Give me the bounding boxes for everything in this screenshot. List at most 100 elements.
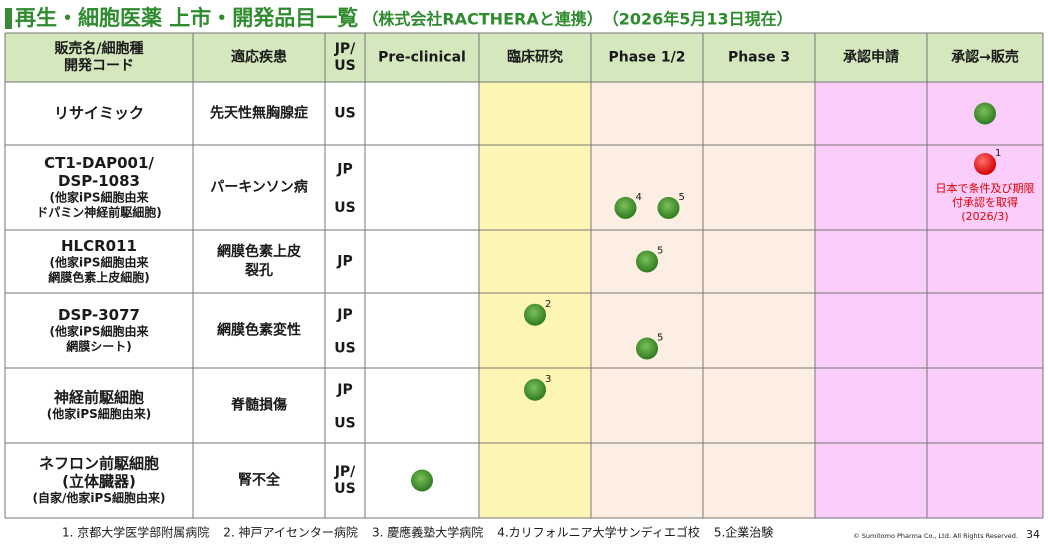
region: US: [334, 200, 355, 216]
product-name: HLCR011: [61, 237, 137, 255]
title: 再生・細胞医薬 上市・開発品目一覧: [15, 6, 358, 30]
header-cell: [815, 33, 927, 82]
product-name: (立体臓器): [62, 473, 136, 491]
footnote: 2. 神戸アイセンター病院: [223, 525, 358, 540]
indication: 裂孔: [244, 262, 273, 279]
footnote: 3. 慶應義塾大学病院: [372, 525, 483, 540]
cell: [325, 443, 365, 518]
cell: [703, 368, 815, 443]
product-name: (他家iPS細胞由来: [49, 324, 149, 339]
region: JP: [336, 162, 352, 178]
cell: [193, 293, 325, 368]
region: JP/: [334, 464, 356, 480]
header-cell: [591, 33, 703, 82]
header-text: US: [334, 58, 355, 74]
header-text: Phase 3: [728, 50, 790, 66]
cell: [703, 293, 815, 368]
cell: [479, 443, 591, 518]
cell: [703, 443, 815, 518]
header-text: 臨床研究: [507, 49, 563, 66]
page-number: 34: [1026, 528, 1040, 541]
status-dot: [974, 102, 996, 125]
cell: [479, 82, 591, 145]
title-bar: [5, 8, 12, 29]
cell: [815, 230, 927, 293]
cell: [591, 443, 703, 518]
header-cell: [325, 33, 365, 82]
header-cell: [5, 33, 193, 82]
product-name: (他家iPS細胞由来: [49, 255, 149, 270]
cell: [815, 145, 927, 230]
cell: [815, 443, 927, 518]
header-text: 開発コード: [64, 57, 134, 74]
product-name: 網膜色素上皮細胞): [48, 270, 150, 285]
product-name: CT1-DAP001/: [44, 154, 154, 172]
status-dot: [614, 196, 637, 219]
product-name: リサイミック: [54, 104, 144, 122]
cell: [365, 145, 479, 230]
footnote-ref: 2: [545, 299, 551, 310]
footnote-ref: 4: [636, 192, 642, 203]
cell: [479, 230, 591, 293]
cell: [193, 230, 325, 293]
footnote-ref: 1: [995, 148, 1001, 159]
cell: [325, 82, 365, 145]
header-text: 承認→販売: [951, 49, 1019, 66]
region: US: [334, 416, 355, 432]
cell: [5, 443, 193, 518]
status-dot: [636, 250, 658, 273]
cell: [365, 230, 479, 293]
cell: [927, 230, 1043, 293]
cell: [815, 368, 927, 443]
header-text: Pre-clinical: [378, 50, 466, 66]
cell: [193, 368, 325, 443]
footnote: 5.企業治験: [714, 525, 773, 540]
status-dot: [636, 337, 658, 360]
cell: [591, 145, 703, 230]
cell: [365, 293, 479, 368]
region: JP: [336, 382, 352, 398]
cell: [193, 145, 325, 230]
cell: [815, 293, 927, 368]
cell: [703, 230, 815, 293]
header-cell: [927, 33, 1043, 82]
indication: パーキンソン病: [210, 179, 308, 196]
cell: [703, 82, 815, 145]
cell: [325, 293, 365, 368]
header-text: JP/: [334, 41, 356, 57]
cell: [193, 82, 325, 145]
indication: 先天性無胸腺症: [210, 105, 308, 122]
caption: (2026/3): [961, 210, 1008, 223]
product-name: (他家iPS細胞由来): [47, 406, 152, 421]
cell: [5, 145, 193, 230]
footnote-ref: 5: [657, 333, 663, 344]
product-name: 神経前駆細胞: [54, 389, 144, 407]
cell: [193, 443, 325, 518]
product-name: (自家/他家iPS細胞由来): [33, 490, 166, 505]
footnote: 4.カリフォルニア大学サンディエゴ校: [497, 525, 700, 540]
header-text: Phase 1/2: [609, 50, 686, 66]
footnote-ref: 5: [657, 246, 663, 257]
cell: [325, 230, 365, 293]
status-dot: [411, 469, 433, 492]
region: JP: [336, 307, 352, 323]
caption: 付承認を取得: [952, 195, 1018, 209]
product-name: ドパミン神経前駆細胞): [36, 205, 162, 220]
header-cell: [365, 33, 479, 82]
status-dot: [524, 378, 546, 401]
indication: 脊髄損傷: [230, 397, 287, 414]
product-name: DSP-3077: [58, 306, 140, 324]
header-text: 適応疾患: [231, 49, 287, 66]
status-dot: [974, 153, 996, 175]
region: US: [334, 341, 355, 357]
cell: [927, 368, 1043, 443]
cell: [325, 145, 365, 230]
product-name: (他家iPS細胞由来: [49, 190, 149, 205]
header-cell: [479, 33, 591, 82]
cell: [5, 368, 193, 443]
header-cell: [193, 33, 325, 82]
cell: [5, 293, 193, 368]
status-dot: [524, 303, 546, 326]
cell: [5, 82, 193, 145]
